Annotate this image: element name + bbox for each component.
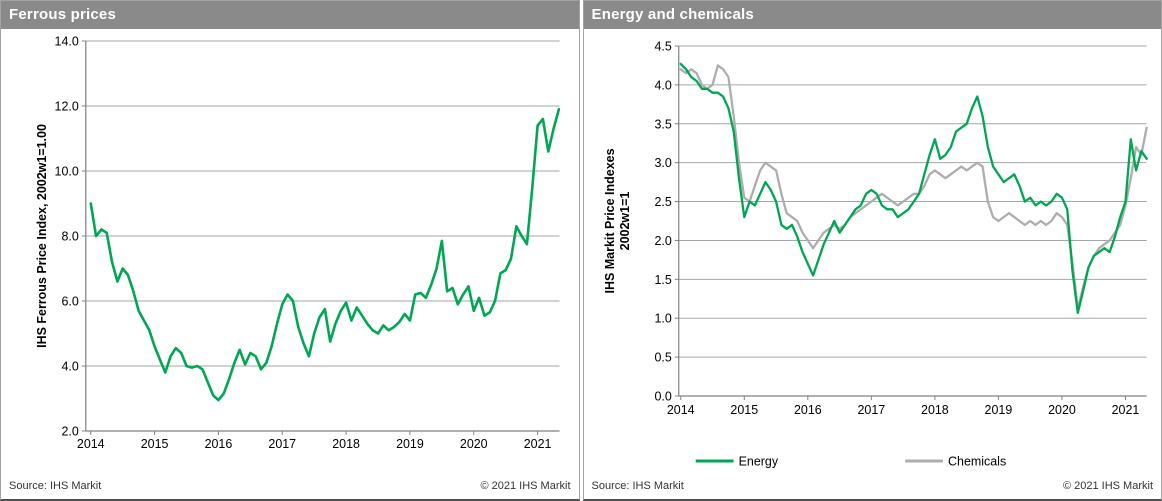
panel-title: Ferrous prices [9, 6, 117, 23]
panel-title: Energy and chemicals [591, 6, 754, 23]
y-tick-label: 3.0 [654, 156, 671, 170]
x-tick-label: 2014 [666, 403, 694, 417]
y-tick-label: 6.0 [61, 294, 78, 308]
y-tick-label: 4.5 [654, 39, 671, 53]
y-tick-label: 14.0 [55, 34, 79, 48]
x-tick-label: 2015 [730, 403, 758, 417]
legend-label-chemicals: Chemicals [948, 454, 1006, 468]
y-tick-label: 2.0 [61, 424, 78, 438]
source-text: Source: IHS Markit [591, 480, 684, 492]
energy-chemicals-chart-canvas: 0.0 0.5 1.0 1.5 2.0 2.5 3.0 3.5 4.0 4.5 2014 2015 20… [602, 39, 1148, 469]
energy-chemicals-footer: Source: IHS Markit © 2021 IHS Markit [584, 477, 1162, 499]
x-tick-label: 2015 [141, 437, 169, 451]
y-tick-label: 0.5 [654, 351, 671, 365]
chemicals-series-line [679, 64, 1148, 311]
y-tick-label: 3.5 [654, 117, 671, 131]
ferrous-series-line [89, 108, 561, 402]
ferrous-chart-canvas: 2.0 4.0 6.0 8.0 10.0 12.0 14.0 2014 2015 2016 2017… [35, 34, 561, 451]
y-tick-label: 10.0 [55, 164, 79, 178]
x-tick-label: 2019 [984, 403, 1012, 417]
y-tick-label: 0.0 [654, 389, 671, 403]
y-tick-label: 1.5 [654, 273, 671, 287]
y-tick-label: 4.0 [61, 359, 78, 373]
y-axis-title: IHS Markit Price Indexes2002w1=1 [602, 148, 631, 293]
x-tick-label: 2017 [268, 437, 296, 451]
x-tick-label: 2018 [332, 437, 360, 451]
x-tick-label: 2017 [857, 403, 885, 417]
x-tick-label: 2014 [77, 437, 105, 451]
energy-chemicals-title-bar: Energy and chemicals [583, 1, 1161, 29]
copyright-text: © 2021 IHS Markit [1062, 480, 1153, 492]
x-tick-label: 2019 [396, 437, 424, 451]
y-tick-label: 12.0 [55, 99, 79, 113]
ferrous-title-bar: Ferrous prices [1, 1, 579, 29]
x-tick-label: 2018 [921, 403, 949, 417]
energy-chemicals-panel: Energy and chemicals 0.0 0.5 1.0 1.5 2.0 2.5 3… [582, 0, 1162, 501]
x-tick-label: 2016 [205, 437, 233, 451]
copyright-text: © 2021 IHS Markit [480, 480, 571, 492]
y-axis-title: IHS Ferrous Price Index, 2002w1=1.00 [35, 124, 49, 348]
y-tick-label: 1.0 [654, 312, 671, 326]
x-tick-label: 2020 [460, 437, 488, 451]
y-tick-label: 2.5 [654, 195, 671, 209]
x-tick-label: 2021 [1111, 403, 1139, 417]
legend-label-energy: Energy [738, 454, 778, 468]
y-tick-label: 2.0 [654, 234, 671, 248]
ferrous-prices-panel: Ferrous prices 2.0 4.0 6.0 8.0 10.0 12.0 14.0 2… [0, 0, 580, 501]
source-text: Source: IHS Markit [9, 480, 102, 492]
x-tick-label: 2020 [1048, 403, 1076, 417]
x-tick-label: 2021 [524, 437, 552, 451]
ferrous-footer: Source: IHS Markit © 2021 IHS Markit [1, 477, 579, 499]
y-tick-label: 8.0 [61, 229, 78, 243]
y-tick-label: 4.0 [654, 78, 671, 92]
x-tick-label: 2016 [793, 403, 821, 417]
energy-series-line [679, 62, 1148, 314]
